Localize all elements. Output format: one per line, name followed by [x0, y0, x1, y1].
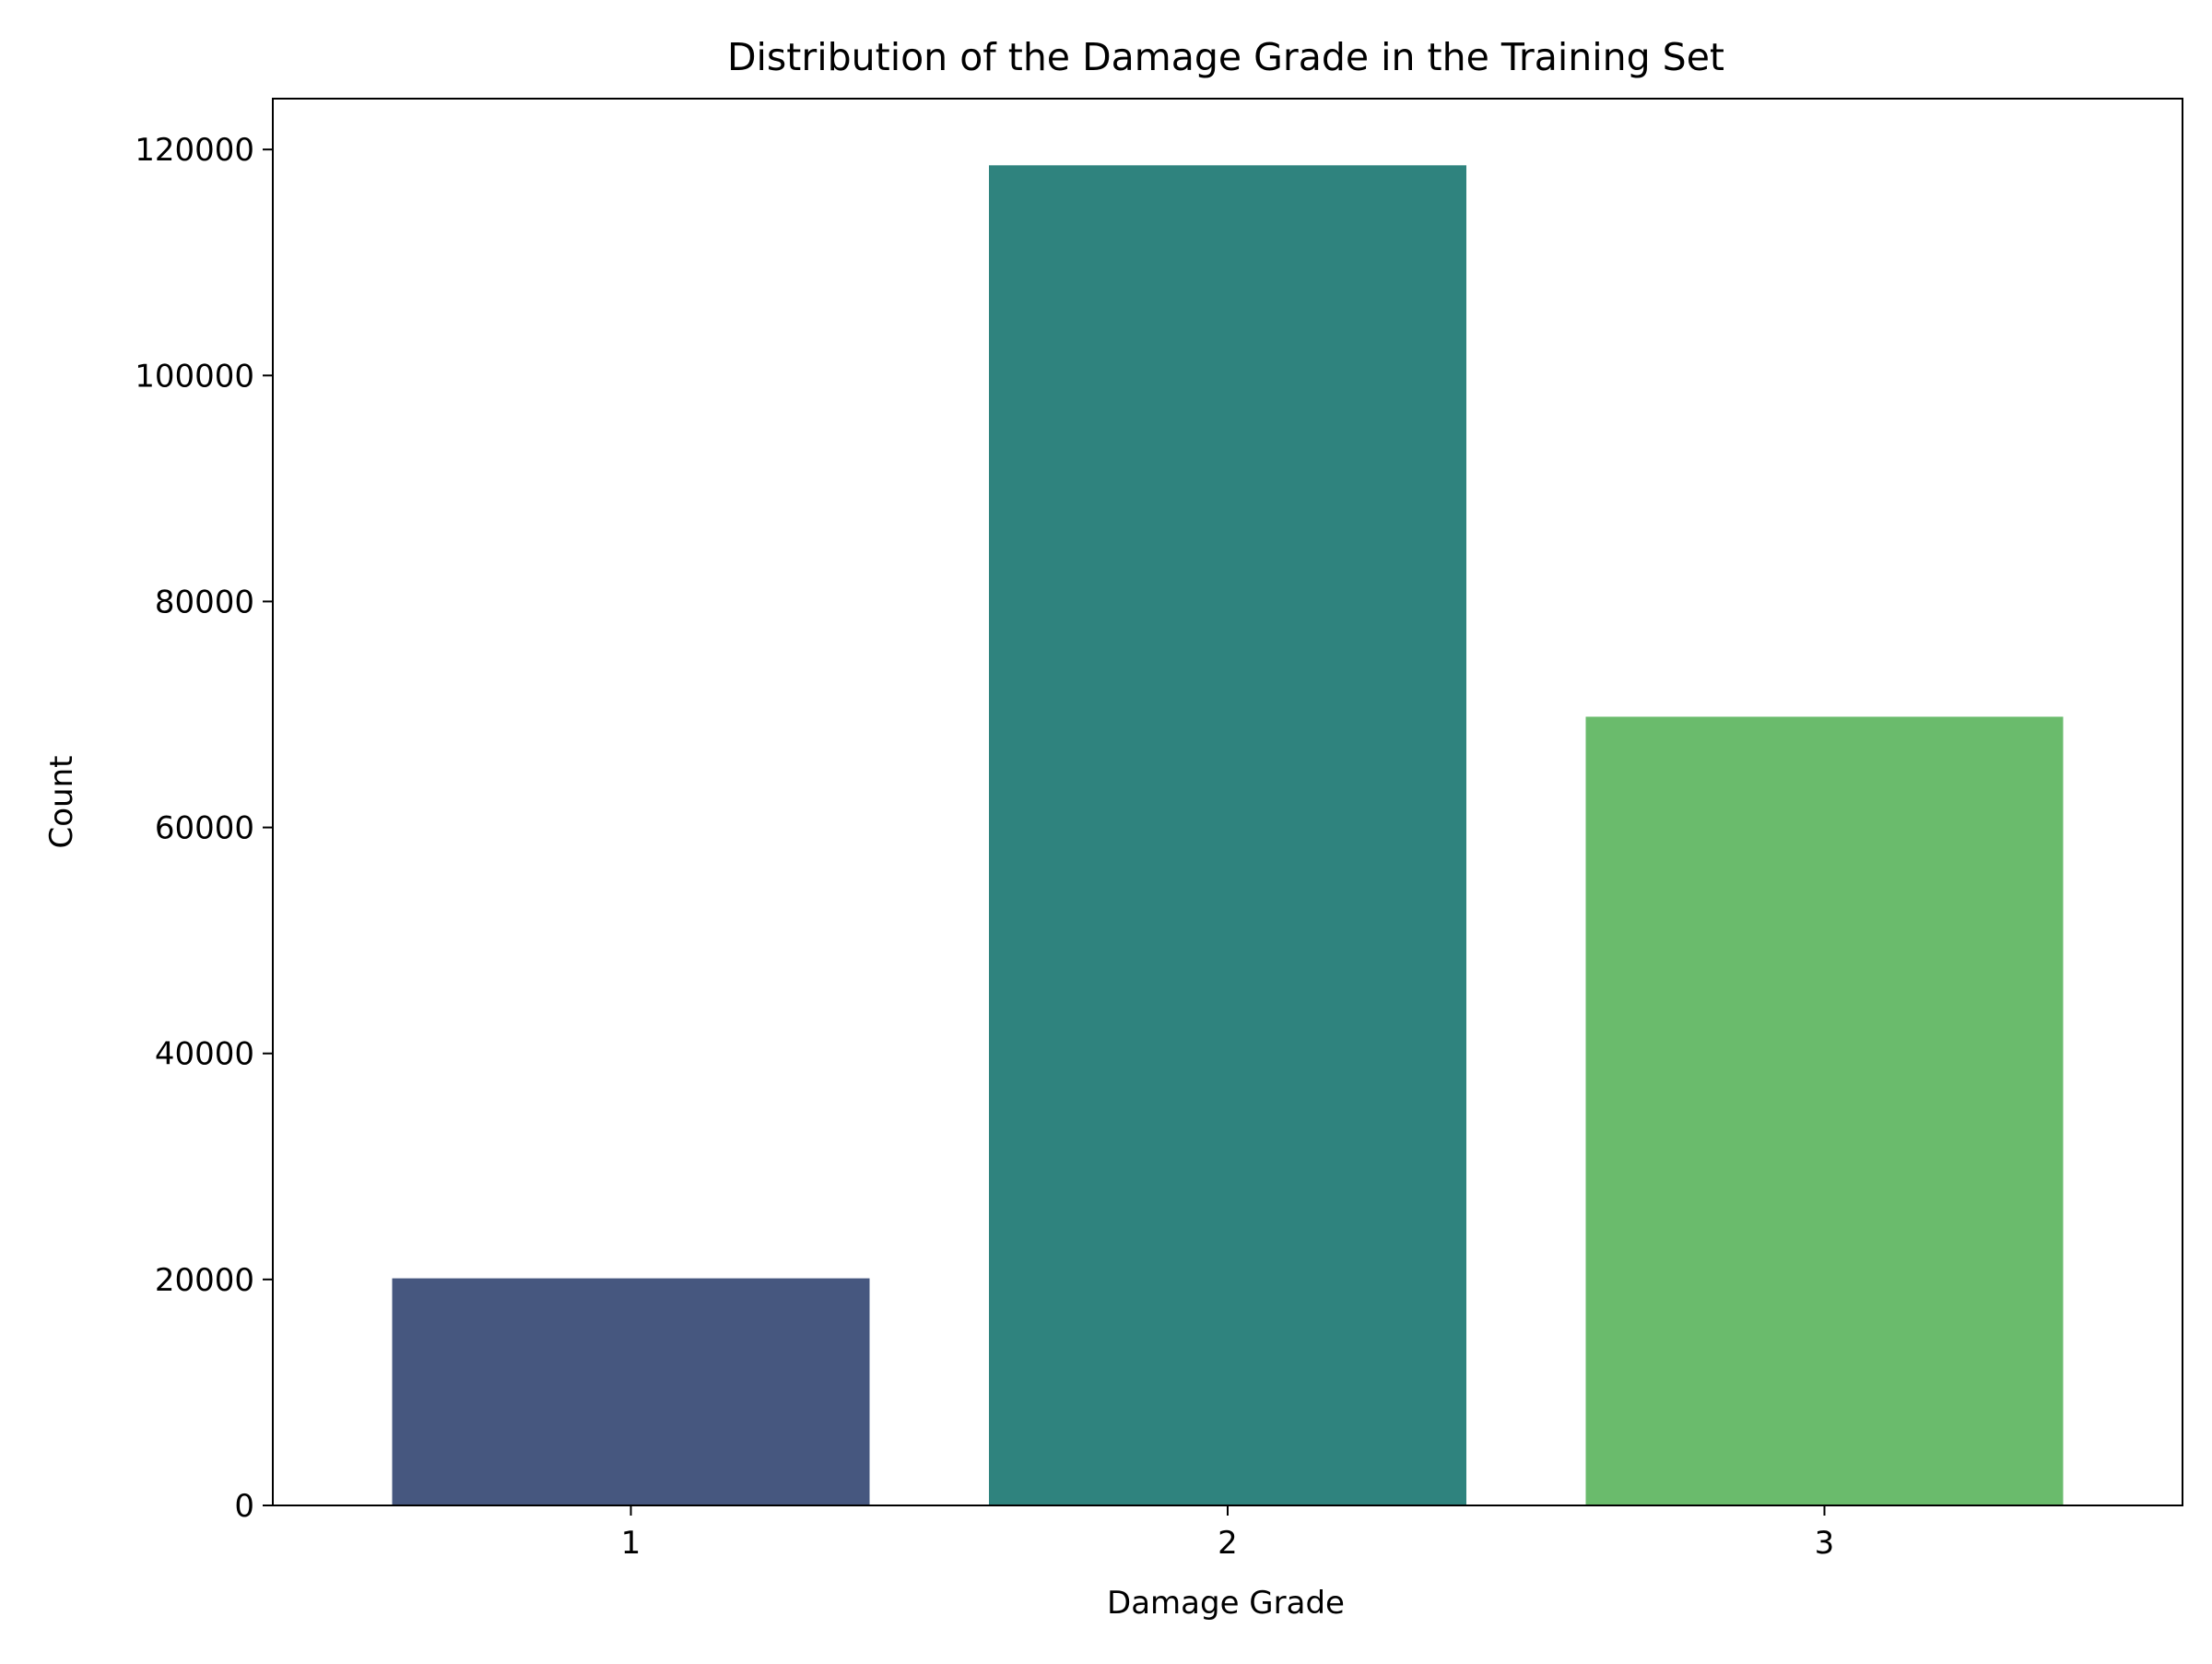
y-tick-label: 0 [234, 1488, 254, 1525]
bars-layer [392, 165, 2064, 1506]
x-axis-label: Damage Grade [1107, 1585, 1345, 1622]
x-axis: 1 2 3 [621, 1505, 1835, 1562]
x-tick-label: 3 [1815, 1525, 1835, 1562]
bar-grade-3 [1585, 716, 2064, 1505]
y-axis: 0 20000 40000 60000 80000 100000 120000 [135, 132, 273, 1525]
y-tick-label: 40000 [155, 1036, 254, 1073]
chart-title: Distribution of the Damage Grade in the … [727, 35, 1724, 79]
y-tick-label: 100000 [135, 358, 254, 395]
y-tick-label: 60000 [155, 810, 254, 847]
y-tick-label: 120000 [135, 132, 254, 169]
bar-grade-1 [392, 1278, 870, 1505]
y-tick-label: 80000 [155, 584, 254, 620]
y-tick-label: 20000 [155, 1262, 254, 1299]
bar-grade-2 [989, 165, 1466, 1506]
x-tick-label: 1 [621, 1525, 641, 1562]
y-axis-label: Count [43, 756, 80, 849]
x-tick-label: 2 [1218, 1525, 1238, 1562]
